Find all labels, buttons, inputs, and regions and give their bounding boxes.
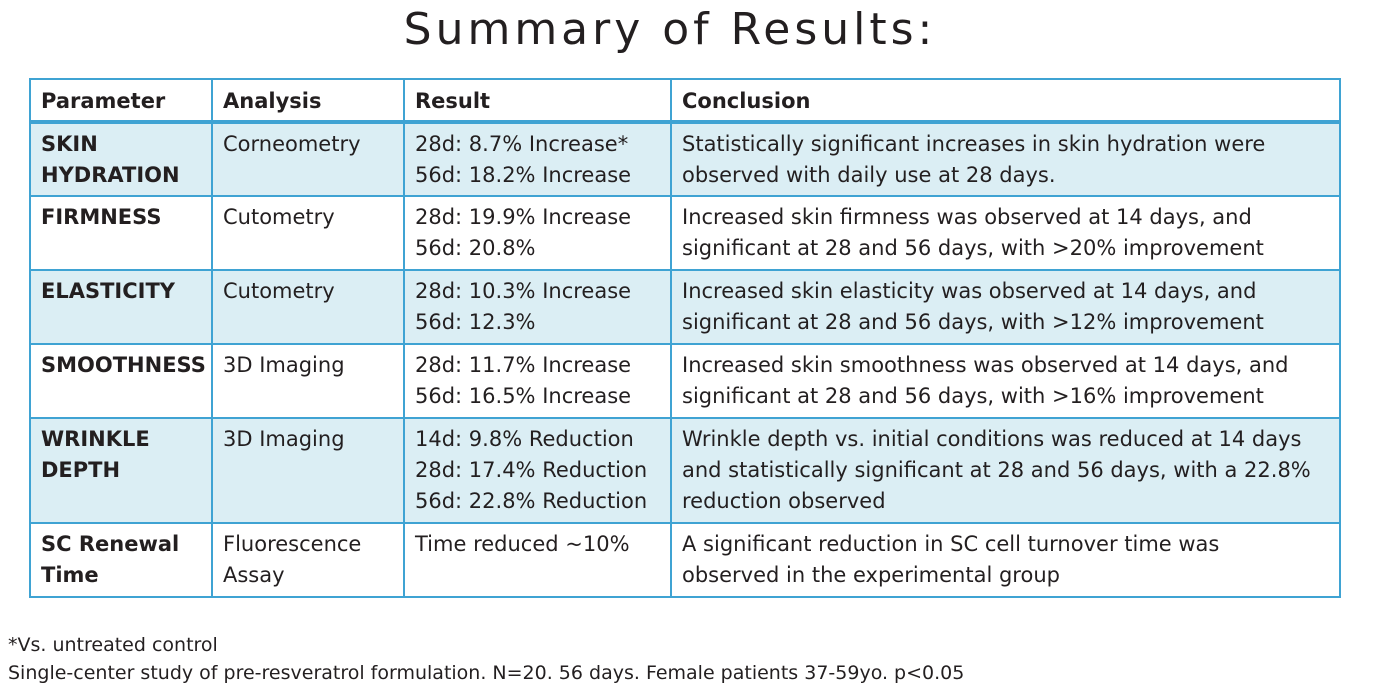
conclusion-cell: Wrinkle depth vs. initial conditions was… [670,417,1341,524]
table-row: SC Renewal Time Fluorescence Assay Time … [29,522,1341,598]
table-row: ELASTICITY Cutometry 28d: 10.3% Increase… [29,269,1341,345]
parameter-cell: SKIN HYDRATION [29,121,213,197]
result-cell: Time reduced ~10% [403,522,672,598]
table-header-row: Parameter Analysis Result Conclusion [29,78,1341,124]
page-title: Summary of Results: [403,4,937,55]
table-row: WRINKLE DEPTH 3D Imaging 14d: 9.8% Reduc… [29,417,1341,524]
parameter-cell: ELASTICITY [29,269,213,345]
conclusion-cell: A significant reduction in SC cell turno… [670,522,1341,598]
parameter-cell: WRINKLE DEPTH [29,417,213,524]
footnote-asterisk: *Vs. untreated control [8,634,218,656]
result-cell: 14d: 9.8% Reduction 28d: 17.4% Reduction… [403,417,672,524]
analysis-cell: Fluorescence Assay [211,522,405,598]
result-cell: 28d: 11.7% Increase 56d: 16.5% Increase [403,343,672,419]
results-table: Parameter Analysis Result Conclusion SKI… [29,78,1341,598]
analysis-cell: Corneometry [211,121,405,197]
analysis-cell: 3D Imaging [211,343,405,419]
table-row: SKIN HYDRATION Corneometry 28d: 8.7% Inc… [29,121,1341,197]
result-cell: 28d: 8.7% Increase* 56d: 18.2% Increase [403,121,672,197]
header-analysis: Analysis [211,78,405,124]
analysis-cell: Cutometry [211,195,405,271]
parameter-cell: FIRMNESS [29,195,213,271]
table-row: SMOOTHNESS 3D Imaging 28d: 11.7% Increas… [29,343,1341,419]
conclusion-cell: Statistically significant increases in s… [670,121,1341,197]
parameter-cell: SC Renewal Time [29,522,213,598]
result-cell: 28d: 19.9% Increase 56d: 20.8% [403,195,672,271]
conclusion-cell: Increased skin elasticity was observed a… [670,269,1341,345]
conclusion-cell: Increased skin smoothness was observed a… [670,343,1341,419]
header-parameter: Parameter [29,78,213,124]
result-cell: 28d: 10.3% Increase 56d: 12.3% [403,269,672,345]
header-conclusion: Conclusion [670,78,1341,124]
header-result: Result [403,78,672,124]
conclusion-cell: Increased skin firmness was observed at … [670,195,1341,271]
parameter-cell: SMOOTHNESS [29,343,213,419]
analysis-cell: Cutometry [211,269,405,345]
table-row: FIRMNESS Cutometry 28d: 19.9% Increase 5… [29,195,1341,271]
analysis-cell: 3D Imaging [211,417,405,524]
footnote-study: Single-center study of pre-resveratrol f… [8,662,965,684]
